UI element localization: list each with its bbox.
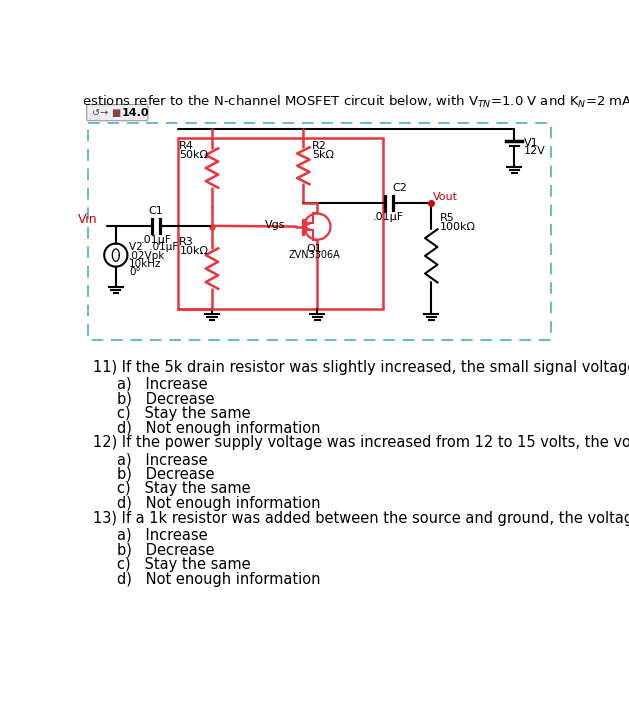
- Text: .01μF: .01μF: [373, 212, 404, 222]
- Text: .02Vpk: .02Vpk: [129, 251, 165, 261]
- Text: V2  .01μF: V2 .01μF: [129, 242, 178, 252]
- Text: 12) If the power supply voltage was increased from 12 to 15 volts, the voltage g: 12) If the power supply voltage was incr…: [92, 436, 629, 451]
- Text: R3: R3: [179, 237, 194, 247]
- Text: 0°: 0°: [129, 267, 141, 277]
- Text: Vgs: Vgs: [265, 220, 285, 230]
- Bar: [88, 123, 552, 340]
- Text: c)   Stay the same: c) Stay the same: [118, 557, 251, 572]
- Text: ■: ■: [111, 108, 120, 118]
- Text: 10kHz: 10kHz: [129, 259, 162, 269]
- Text: d)   Not enough information: d) Not enough information: [118, 496, 321, 511]
- Text: ↺→: ↺→: [92, 108, 108, 118]
- Text: R5: R5: [440, 213, 455, 223]
- Text: .01μF: .01μF: [140, 235, 172, 245]
- Text: Vin: Vin: [79, 213, 98, 226]
- Text: b)   Decrease: b) Decrease: [118, 467, 215, 482]
- Text: 14.0: 14.0: [122, 108, 150, 118]
- Text: b)   Decrease: b) Decrease: [118, 391, 215, 406]
- Text: C2: C2: [392, 183, 408, 193]
- Text: 5kΩ: 5kΩ: [312, 150, 334, 160]
- Text: a)   Increase: a) Increase: [118, 452, 208, 467]
- Text: 10kΩ: 10kΩ: [179, 246, 208, 256]
- Text: a)   Increase: a) Increase: [118, 528, 208, 543]
- Text: V1: V1: [524, 138, 539, 148]
- Text: c)   Stay the same: c) Stay the same: [118, 481, 251, 496]
- Text: estions refer to the N-channel MOSFET circuit below, with V$_{TN}$=1.0 V and K$_: estions refer to the N-channel MOSFET ci…: [82, 92, 629, 111]
- Text: 13) If a 1k resistor was added between the source and ground, the voltage gain w: 13) If a 1k resistor was added between t…: [92, 511, 629, 526]
- Text: 11) If the 5k drain resistor was slightly increased, the small signal voltage ga: 11) If the 5k drain resistor was slightl…: [92, 360, 629, 375]
- Text: 100kΩ: 100kΩ: [440, 222, 476, 232]
- Text: d)   Not enough information: d) Not enough information: [118, 571, 321, 586]
- Text: Q1: Q1: [306, 243, 322, 253]
- Text: ZVN3306A: ZVN3306A: [288, 251, 340, 261]
- Bar: [178, 138, 383, 309]
- Text: c)   Stay the same: c) Stay the same: [118, 406, 251, 421]
- Text: 50kΩ: 50kΩ: [179, 150, 208, 160]
- Text: b)   Decrease: b) Decrease: [118, 543, 215, 558]
- Text: 12V: 12V: [524, 146, 546, 156]
- Text: a)   Increase: a) Increase: [118, 377, 208, 392]
- Text: R4: R4: [179, 141, 194, 151]
- Text: R2: R2: [312, 141, 327, 151]
- Text: Vout: Vout: [433, 192, 458, 202]
- FancyBboxPatch shape: [87, 104, 148, 121]
- Text: d)   Not enough information: d) Not enough information: [118, 421, 321, 436]
- Text: C1: C1: [148, 206, 164, 216]
